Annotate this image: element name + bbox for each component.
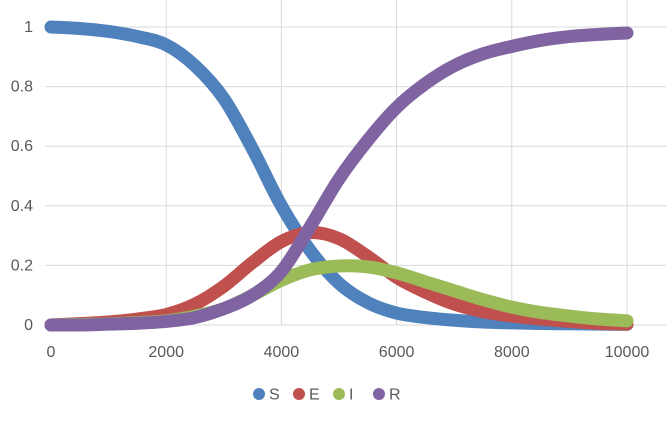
x-tick-label: 0 xyxy=(47,344,56,361)
legend-marker xyxy=(253,388,265,400)
y-tick-label: 1 xyxy=(24,19,33,36)
legend-label: R xyxy=(389,387,401,404)
legend-marker xyxy=(333,388,345,400)
x-tick-label: 10000 xyxy=(605,344,650,361)
legend-label: S xyxy=(269,387,280,404)
legend-item-i: I xyxy=(333,387,353,404)
series-line-r xyxy=(44,26,634,332)
y-tick-label: 0 xyxy=(24,317,33,334)
y-tick-label: 0.8 xyxy=(11,79,33,96)
legend-item-r: R xyxy=(373,387,401,404)
y-tick-label: 0.6 xyxy=(11,138,33,155)
legend-label: E xyxy=(309,387,320,404)
x-tick-label: 2000 xyxy=(148,344,184,361)
legend-item-e: E xyxy=(293,387,320,404)
y-tick-label: 0.4 xyxy=(11,198,33,215)
y-tick-label: 0.2 xyxy=(11,257,33,274)
legend-item-s: S xyxy=(253,387,280,404)
x-tick-label: 8000 xyxy=(494,344,530,361)
series-layer xyxy=(44,20,634,332)
x-tick-label: 4000 xyxy=(264,344,300,361)
x-tick-label: 6000 xyxy=(379,344,415,361)
tick-label-layer: 0 0.2 0.4 0.6 0.8 1 0 2000 4000 6000 8000 10000 xyxy=(11,19,650,361)
legend-label: I xyxy=(349,387,353,404)
legend-marker xyxy=(293,388,305,400)
legend-marker xyxy=(373,388,385,400)
